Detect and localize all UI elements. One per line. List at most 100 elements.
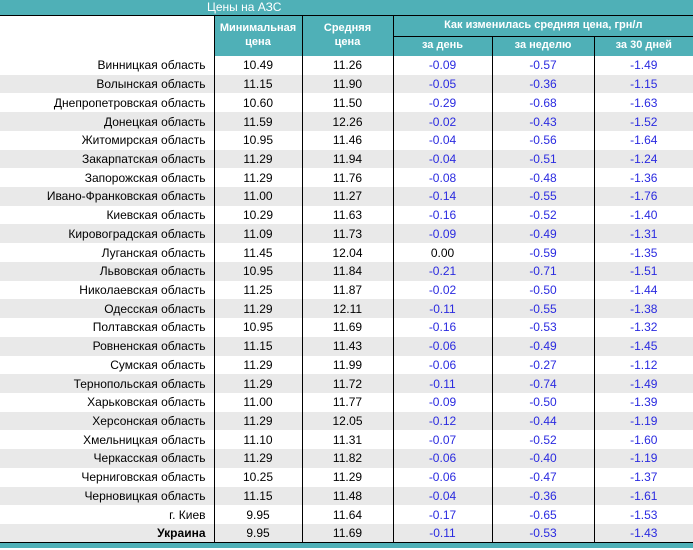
- table-row: Закарпатская область 11.29 11.94 -0.04 -0.51…: [0, 149, 693, 169]
- region-name: Луганская область: [0, 243, 215, 262]
- table-row: Харьковская область 11.00 11.77 -0.09 -0.50 -…: [0, 392, 693, 412]
- change-per-day-value: -0.09: [393, 56, 493, 75]
- table-row: Украина 9.95 11.69 -0.11 -0.53 -1.43: [0, 523, 693, 543]
- avg-price-value: 11.48: [302, 486, 394, 506]
- table-row: Луганская область 11.45 12.04 0.00 -0.59 -1.3…: [0, 243, 693, 262]
- region-name: Полтавская область: [0, 318, 215, 337]
- fuel-prices-table: Минимальная цена Средняя цена Как измени…: [0, 16, 693, 544]
- table-row: Николаевская область 11.25 11.87 -0.02 -0.50…: [0, 280, 693, 300]
- table-row: Одесская область 11.29 12.11 -0.11 -0.55 -1.3…: [0, 299, 693, 319]
- change-per-30-days-value: -1.19: [630, 451, 658, 466]
- change-per-30-days-value: -1.35: [630, 245, 658, 260]
- region-name: Донецкая область: [0, 112, 215, 131]
- change-per-week-value: -0.52: [492, 205, 595, 225]
- avg-price-value: 12.11: [302, 299, 394, 319]
- change-per-day-value: -0.11: [393, 374, 493, 393]
- region-name: Черновицкая область: [0, 486, 215, 506]
- change-per-day-value: -0.29: [393, 93, 493, 113]
- change-per-30-days-value: -1.43: [630, 526, 658, 541]
- change-per-30-days-value: -1.49: [630, 58, 658, 73]
- region-name: Украина: [0, 523, 215, 543]
- region-name: Херсонская область: [0, 411, 215, 431]
- change-per-day-value: -0.21: [393, 261, 493, 281]
- min-price-value: 11.15: [214, 336, 303, 356]
- min-price-value: 11.29: [214, 449, 303, 468]
- avg-price-value: 11.99: [302, 355, 394, 375]
- region-name: Волынская область: [0, 74, 215, 94]
- change-per-day-value: -0.04: [393, 486, 493, 506]
- change-per-30-days-value: -1.32: [630, 320, 658, 335]
- change-per-week-value: -0.68: [492, 93, 595, 113]
- change-per-week-value: -0.55: [492, 187, 595, 206]
- change-per-30-days-value: -1.31: [630, 226, 658, 241]
- table-row: Донецкая область 11.59 12.26 -0.02 -0.43 -1.5…: [0, 112, 693, 131]
- change-per-day-value: -0.09: [393, 392, 493, 412]
- change-per-week-value: -0.52: [492, 430, 595, 450]
- change-per-week-value: -0.51: [492, 149, 595, 169]
- min-price-value: 11.15: [214, 486, 303, 506]
- change-per-30-days-value: -1.19: [630, 414, 658, 429]
- region-name: Николаевская область: [0, 280, 215, 300]
- table-row: Житомирская область 10.95 11.46 -0.04 -0.56 -…: [0, 130, 693, 150]
- change-per-30-days-value: -1.45: [630, 339, 658, 354]
- table-row: Киевская область 10.29 11.63 -0.16 -0.52 -1.4…: [0, 205, 693, 225]
- min-price-value: 11.45: [214, 243, 303, 262]
- change-per-week-value: -0.65: [492, 505, 595, 524]
- region-name: Днепропетровская область: [0, 93, 215, 113]
- change-per-30-days-value: -1.76: [630, 189, 658, 204]
- change-per-day-value: 0.00: [393, 243, 493, 262]
- min-price-value: 11.29: [214, 299, 303, 319]
- avg-price-value: 11.63: [302, 205, 394, 225]
- table-row: Сумская область 11.29 11.99 -0.06 -0.27 -1.12: [0, 355, 693, 375]
- change-per-30-days-value: -1.24: [630, 151, 658, 166]
- avg-price-value: 11.90: [302, 74, 394, 94]
- min-price-value: 9.95: [214, 523, 303, 543]
- column-header-per-30-days: за 30 дней: [594, 36, 693, 56]
- change-per-week-value: -0.36: [492, 486, 595, 506]
- avg-price-value: 11.31: [302, 430, 394, 450]
- table-row: Полтавская область 10.95 11.69 -0.16 -0.53 -1…: [0, 318, 693, 337]
- min-price-value: 10.25: [214, 467, 303, 487]
- change-per-week-value: -0.27: [492, 355, 595, 375]
- change-per-day-value: -0.11: [393, 523, 493, 543]
- change-per-30-days-value: -1.64: [630, 133, 658, 148]
- change-per-30-days-value: -1.38: [630, 301, 658, 316]
- change-per-day-value: -0.09: [393, 224, 493, 244]
- change-per-day-value: -0.07: [393, 430, 493, 450]
- region-name: Киевская область: [0, 205, 215, 225]
- avg-price-value: 11.50: [302, 93, 394, 113]
- table-row: Черкасская область 11.29 11.82 -0.06 -0.40 -1…: [0, 449, 693, 468]
- region-column-header-blank: [0, 16, 215, 56]
- min-price-value: 10.29: [214, 205, 303, 225]
- region-name: Хмельницкая область: [0, 430, 215, 450]
- region-name: Тернопольская область: [0, 374, 215, 393]
- region-name: Винницкая область: [0, 56, 215, 75]
- avg-price-value: 11.43: [302, 336, 394, 356]
- table-row: Кировоградская область 11.09 11.73 -0.09 -0.…: [0, 224, 693, 244]
- change-per-day-value: -0.08: [393, 168, 493, 188]
- change-per-30-days-value: -1.49: [630, 376, 658, 391]
- table-row: Львовская область 10.95 11.84 -0.21 -0.71 -1.…: [0, 261, 693, 281]
- region-name: Кировоградская область: [0, 224, 215, 244]
- change-per-30-days-value: -1.15: [630, 77, 658, 92]
- change-per-day-value: -0.06: [393, 449, 493, 468]
- avg-price-value: 11.29: [302, 467, 394, 487]
- min-price-value: 10.95: [214, 130, 303, 150]
- table-row: Днепропетровская область 10.60 11.50 -0.29-…: [0, 93, 693, 113]
- change-per-30-days-value: -1.63: [630, 95, 658, 110]
- avg-price-value: 11.69: [302, 318, 394, 337]
- change-per-30-days-value: -1.12: [630, 357, 658, 372]
- change-per-week-value: -0.56: [492, 130, 595, 150]
- region-name: г. Киев: [0, 505, 215, 524]
- min-price-value: 11.09: [214, 224, 303, 244]
- change-per-week-value: -0.55: [492, 299, 595, 319]
- change-per-day-value: -0.14: [393, 187, 493, 206]
- change-per-day-value: -0.16: [393, 318, 493, 337]
- min-price-value: 10.95: [214, 261, 303, 281]
- change-per-30-days-value: -1.36: [630, 170, 658, 185]
- min-price-value: 11.00: [214, 187, 303, 206]
- change-per-week-value: -0.49: [492, 224, 595, 244]
- min-price-value: 11.29: [214, 411, 303, 431]
- change-per-day-value: -0.04: [393, 149, 493, 169]
